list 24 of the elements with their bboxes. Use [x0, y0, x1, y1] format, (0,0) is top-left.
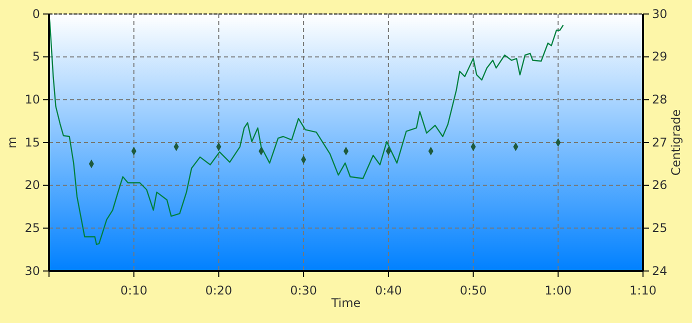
x-tick-label: 0:50 — [460, 283, 487, 298]
y-tick-label: 10 — [24, 92, 40, 107]
y2-tick-label: 27 — [652, 135, 668, 150]
x-tick-label: 0:30 — [290, 283, 318, 298]
y-tick-label: 20 — [24, 178, 40, 192]
y-tick-label: 5 — [32, 50, 40, 64]
y2-tick-label: 24 — [652, 264, 668, 278]
y2-tick-label: 26 — [652, 178, 668, 192]
y2-axis-title: Centigrade — [669, 109, 683, 176]
x-axis-title: Time — [330, 296, 361, 310]
y2-tick-label: 30 — [652, 6, 668, 21]
y2-tick-label: 29 — [652, 50, 668, 64]
y-tick-label: 25 — [24, 221, 40, 236]
x-tick-label: 0:40 — [374, 283, 402, 298]
x-tick-label: 0:10 — [120, 283, 148, 298]
y2-tick-label: 25 — [652, 221, 668, 236]
x-tick-label: 0:20 — [205, 283, 232, 298]
y2-tick-label: 28 — [652, 92, 668, 107]
y-tick-label: 30 — [24, 264, 40, 278]
x-tick-label: 1:10 — [630, 283, 656, 298]
y-axis-title: m — [5, 136, 19, 148]
y-tick-label: 15 — [24, 135, 40, 150]
x-tick-label: 1:00 — [544, 283, 572, 298]
y-tick-label: 0 — [32, 6, 40, 21]
